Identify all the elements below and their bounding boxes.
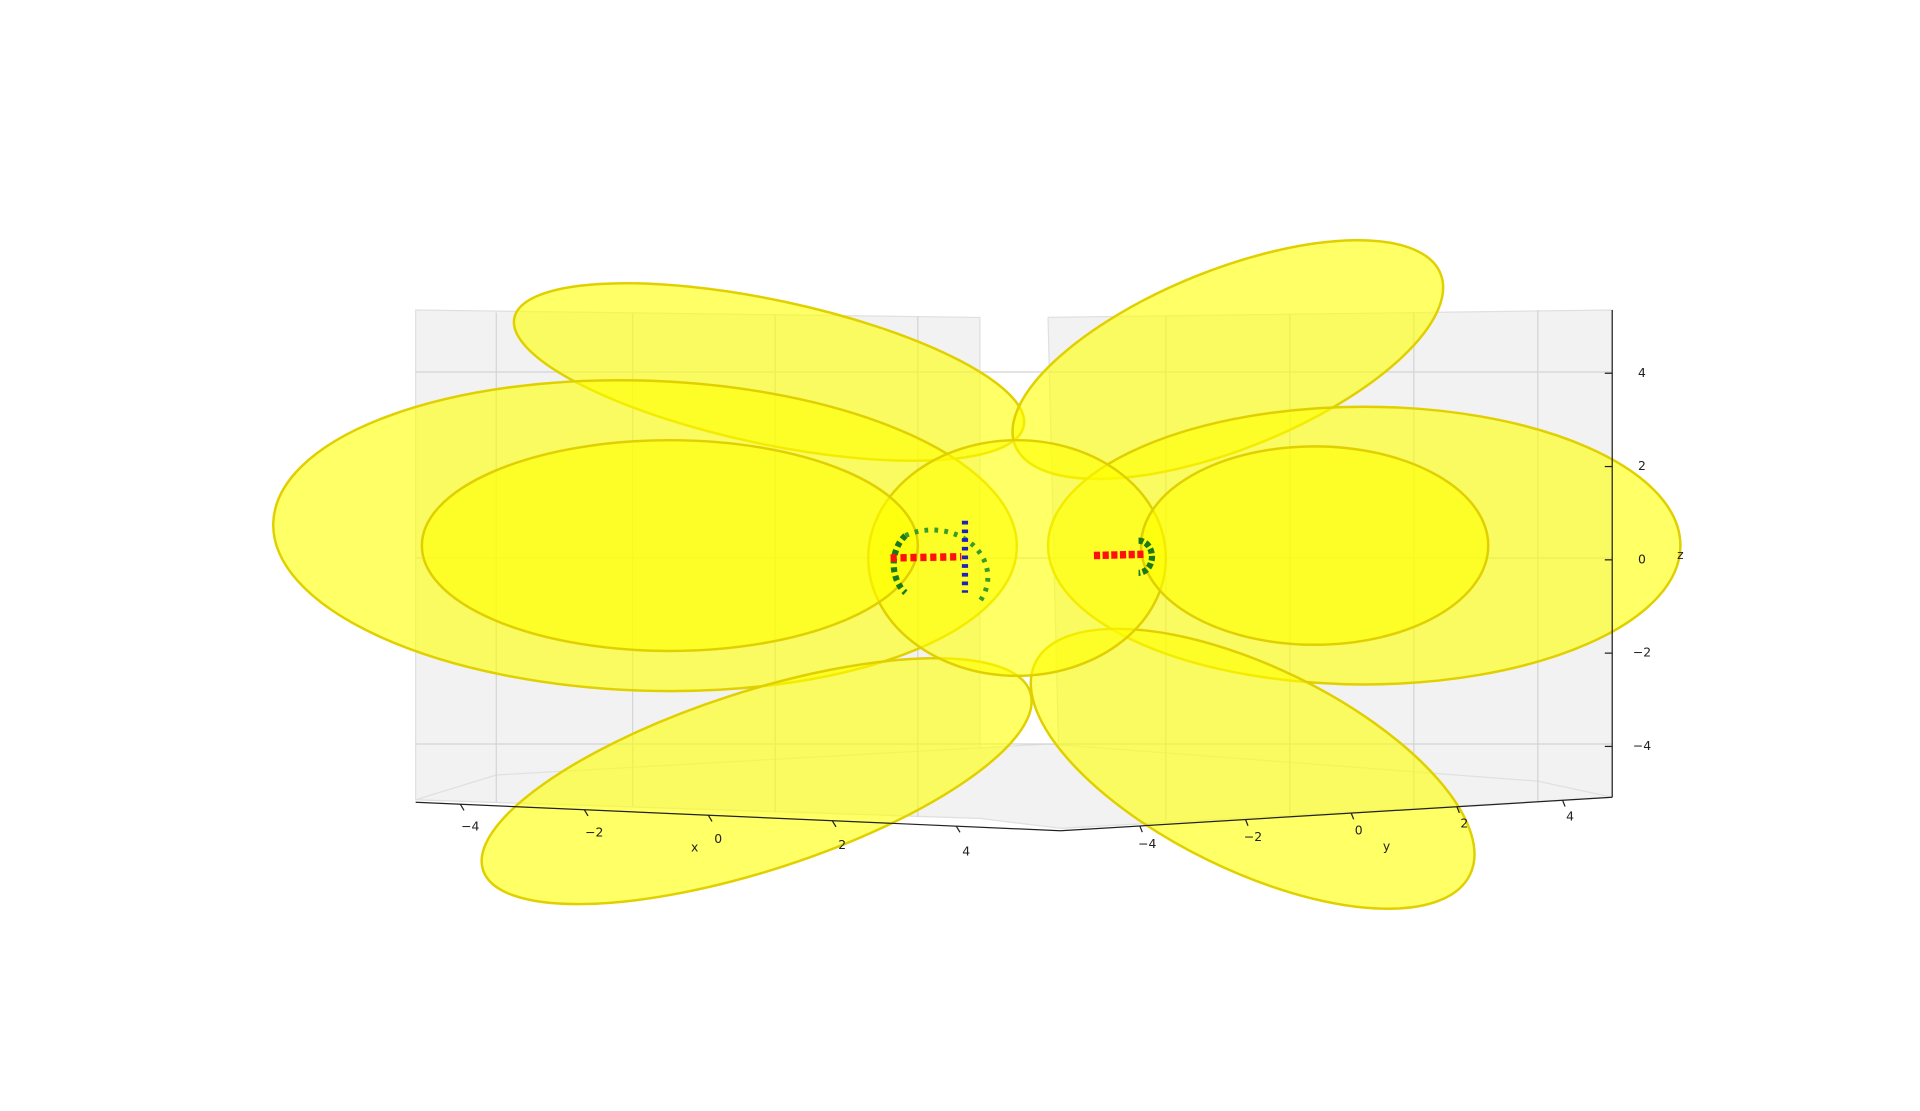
z-tick-label: 2 bbox=[1638, 458, 1646, 473]
green-ring bbox=[890, 533, 908, 596]
x-axis-label: x bbox=[691, 840, 698, 855]
y-tick bbox=[1244, 819, 1249, 826]
x-tick bbox=[583, 809, 589, 817]
z-tick-label: −2 bbox=[1633, 645, 1651, 660]
green-ring bbox=[904, 527, 991, 603]
x-tick-label: 0 bbox=[714, 831, 722, 846]
petal bbox=[420, 438, 920, 653]
x-tick bbox=[955, 825, 961, 833]
surface bbox=[272, 239, 1682, 910]
y-tick bbox=[1562, 800, 1566, 807]
y-tick-label: 4 bbox=[1566, 809, 1574, 824]
x-tick bbox=[831, 820, 837, 828]
y-tick bbox=[1456, 806, 1460, 814]
green-ring bbox=[1138, 537, 1156, 576]
x-tick-label: 4 bbox=[962, 843, 970, 858]
z-tick-label: 0 bbox=[1638, 551, 1646, 566]
y-tick bbox=[1139, 825, 1143, 833]
x-axis bbox=[415, 801, 1061, 832]
y-axis bbox=[1060, 796, 1613, 832]
x-tick bbox=[707, 814, 713, 822]
z-tick-label: −4 bbox=[1633, 738, 1651, 753]
x-tick-label: −4 bbox=[461, 819, 479, 834]
y-tick-label: 2 bbox=[1460, 815, 1468, 830]
y-tick-label: 0 bbox=[1355, 822, 1363, 837]
z-axis-label: z bbox=[1677, 547, 1683, 562]
x-tick-label: 2 bbox=[838, 837, 846, 852]
y-tick-label: −2 bbox=[1244, 829, 1262, 844]
y-tick bbox=[1350, 812, 1355, 820]
red-line bbox=[890, 553, 962, 562]
y-tick-label: −4 bbox=[1138, 836, 1156, 851]
markers bbox=[890, 520, 1156, 603]
x-tick-label: −2 bbox=[585, 825, 603, 840]
axes: x y z bbox=[415, 309, 1684, 855]
ticks: −4 −2 0 2 4 −4 −2 0 2 4 −4 −2 0 2 4 bbox=[459, 365, 1651, 858]
y-axis-label: y bbox=[1383, 838, 1390, 853]
z-tick-label: 4 bbox=[1638, 365, 1646, 380]
petal bbox=[1139, 445, 1490, 647]
x-tick bbox=[459, 803, 465, 811]
